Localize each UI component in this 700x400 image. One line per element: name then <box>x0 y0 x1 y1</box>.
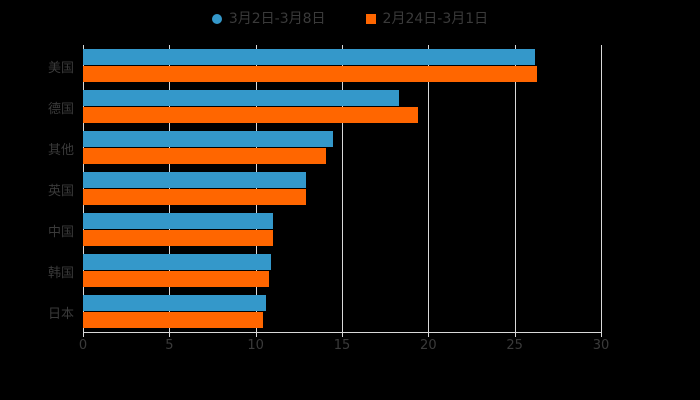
gridline <box>428 45 430 332</box>
y-axis-category-label: 英国 <box>47 183 74 199</box>
legend-marker-circle-icon <box>211 14 222 24</box>
x-tick-mark <box>169 332 171 337</box>
x-tick-mark <box>83 332 84 337</box>
y-axis-category-label: 日本 <box>47 306 74 322</box>
bar[interactable] <box>83 131 334 147</box>
x-tick-mark <box>342 332 343 337</box>
y-axis-category-label: 中国 <box>47 224 74 240</box>
legend-label: 2月24日-3月1日 <box>382 11 489 27</box>
chart-legend: 3月2日-3月8日 2月24日-3月1日 <box>0 8 700 30</box>
legend-label: 3月2日-3月8日 <box>228 11 326 27</box>
bar[interactable] <box>83 107 418 123</box>
x-tick-label: 0 <box>78 338 88 353</box>
legend-marker-square-icon <box>365 14 376 24</box>
y-axis-category-label: 其他 <box>47 142 74 158</box>
gridline <box>83 45 84 332</box>
bar[interactable] <box>83 189 306 205</box>
x-tick-label: 20 <box>420 338 437 353</box>
gridline <box>342 45 343 332</box>
x-tick-mark <box>255 332 257 337</box>
legend-item[interactable]: 2月24日-3月1日 <box>365 11 489 27</box>
x-tick-mark <box>514 332 516 337</box>
x-tick-label: 30 <box>592 338 610 353</box>
bar[interactable] <box>83 90 399 106</box>
legend-item[interactable]: 3月2日-3月8日 <box>211 11 326 27</box>
bar[interactable] <box>83 230 273 246</box>
x-tick-mark <box>428 332 430 337</box>
gridline <box>169 45 171 332</box>
bar[interactable] <box>83 312 263 328</box>
bar[interactable] <box>83 148 327 164</box>
y-axis-category-label: 德国 <box>47 101 74 117</box>
bar[interactable] <box>83 271 270 287</box>
y-axis-category-label: 美国 <box>47 60 74 76</box>
bar[interactable] <box>83 66 538 82</box>
bar[interactable] <box>83 254 272 270</box>
plot-area <box>83 45 602 332</box>
gridline <box>601 45 602 332</box>
y-axis-category-label: 韩国 <box>47 265 74 281</box>
gridline <box>514 45 516 332</box>
bar[interactable] <box>83 172 306 188</box>
x-tick-label: 15 <box>333 338 351 353</box>
bar[interactable] <box>83 213 273 229</box>
bar[interactable] <box>83 295 267 311</box>
gridline <box>255 45 257 332</box>
x-tick-mark <box>601 332 602 337</box>
x-tick-label: 10 <box>247 338 264 353</box>
bar[interactable] <box>83 49 536 65</box>
x-tick-label: 25 <box>506 338 523 353</box>
x-tick-label: 5 <box>165 338 174 353</box>
